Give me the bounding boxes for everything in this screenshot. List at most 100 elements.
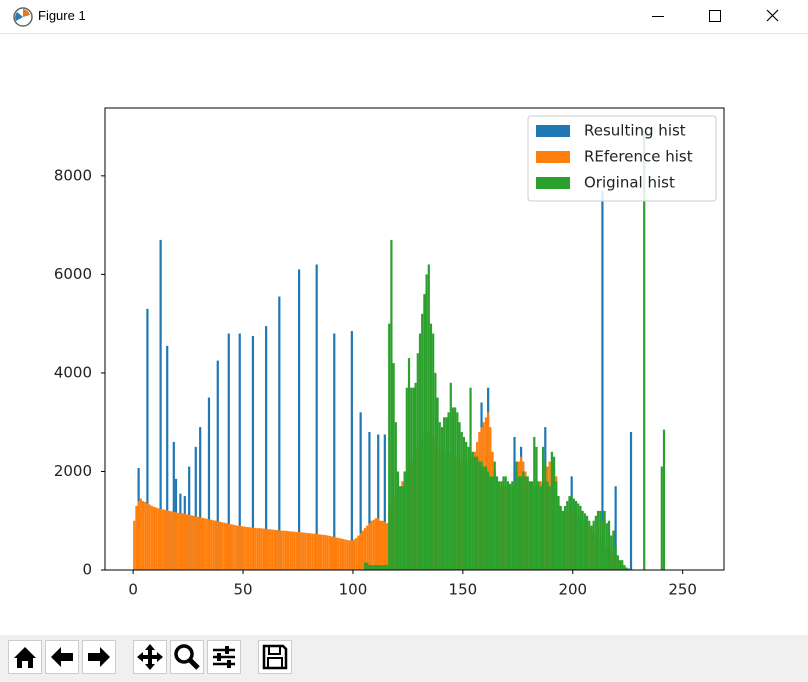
histogram-bar — [238, 333, 241, 570]
histogram-bar — [282, 530, 285, 570]
histogram-bar — [304, 532, 307, 570]
histogram-bar — [541, 446, 545, 570]
y-tick-label: 0 — [82, 561, 92, 579]
histogram-bar — [504, 476, 507, 570]
histogram-bar — [614, 486, 617, 570]
histogram-bar — [451, 407, 455, 570]
histogram-bar — [144, 502, 147, 570]
histogram-bar — [322, 534, 325, 570]
histogram-bar — [427, 264, 430, 570]
histogram-bar — [410, 387, 413, 570]
histogram-bar — [368, 565, 371, 570]
histogram-bar — [383, 434, 386, 570]
histogram-bar — [374, 518, 378, 570]
histogram-bar — [236, 525, 239, 570]
histogram-bar — [526, 476, 529, 570]
histogram-bar — [610, 535, 613, 570]
x-tick-label: 50 — [233, 581, 252, 599]
histogram-bar — [495, 476, 499, 570]
histogram-bar — [531, 481, 534, 570]
histogram-bar — [207, 397, 211, 570]
histogram-bar — [401, 486, 404, 570]
histogram-bar — [218, 521, 222, 570]
histogram-bar — [265, 326, 268, 570]
histogram-bar — [168, 510, 171, 570]
histogram-bar — [405, 387, 408, 570]
histogram-bar — [278, 296, 281, 570]
y-tick-label: 4000 — [54, 363, 92, 381]
maximize-button[interactable] — [709, 10, 721, 22]
histogram-bar — [377, 434, 380, 570]
histogram-bar — [170, 511, 173, 570]
histogram-bar — [172, 511, 175, 570]
histogram-bar — [445, 417, 448, 570]
histogram-bar — [458, 422, 461, 570]
save-button[interactable] — [258, 640, 292, 674]
histogram-bar — [478, 461, 481, 570]
histogram-bar — [438, 422, 441, 570]
histogram-bar — [385, 565, 389, 570]
histogram-bar — [440, 427, 444, 570]
histogram-bar — [326, 535, 329, 570]
histogram-bar — [245, 526, 248, 570]
histogram-bar — [601, 520, 604, 570]
histogram-bar — [517, 476, 521, 570]
home-button[interactable] — [8, 640, 42, 674]
histogram-bar — [583, 513, 586, 570]
histogram-bar — [374, 565, 378, 570]
histogram-bar — [287, 531, 290, 570]
legend-swatch — [536, 125, 570, 137]
histogram-bar — [484, 466, 488, 570]
histogram-bar — [605, 523, 608, 570]
histogram-bar — [295, 532, 298, 570]
histogram-bar — [203, 518, 206, 570]
zoom-button[interactable] — [170, 640, 204, 674]
histogram-bar — [621, 560, 624, 570]
histogram-bar — [443, 417, 446, 570]
histogram-bar — [355, 537, 358, 570]
histogram-bar — [212, 520, 215, 570]
histogram-bar — [566, 501, 569, 570]
histogram-bar — [291, 531, 294, 570]
histogram-bar — [216, 521, 219, 570]
histogram-bar — [361, 530, 364, 570]
close-button[interactable] — [766, 9, 779, 22]
histogram-bar — [183, 513, 186, 570]
histogram-bar — [297, 532, 301, 570]
histogram-bar — [618, 560, 622, 570]
x-tick-label: 100 — [339, 581, 368, 599]
histogram-bar — [333, 536, 336, 570]
histogram-bar — [352, 539, 356, 570]
histogram-bar — [229, 524, 233, 570]
histogram-bar — [524, 476, 527, 570]
histogram-bar — [590, 525, 593, 570]
histogram-bar — [407, 358, 411, 570]
histogram-bar — [166, 510, 169, 570]
histogram-bar — [379, 565, 382, 570]
histogram-bar — [139, 498, 142, 570]
histogram-bar — [390, 239, 393, 571]
histogram-bar — [568, 496, 571, 570]
histogram-bar — [535, 446, 538, 570]
histogram-bar — [552, 456, 556, 570]
back-button[interactable] — [45, 640, 79, 674]
configure-button[interactable] — [207, 640, 241, 674]
chart: 0 50 100 150 200 250 0 2000 4000 6000 8000 Resultin… — [54, 107, 725, 599]
histogram-bar — [199, 517, 202, 570]
histogram-bar — [188, 514, 191, 570]
histogram-bar — [251, 527, 255, 570]
pan-button[interactable] — [133, 640, 167, 674]
forward-button[interactable] — [82, 640, 116, 674]
histogram-bar — [476, 456, 479, 570]
histogram-bar — [192, 515, 195, 570]
histogram-bar — [385, 523, 389, 570]
histogram-bar — [577, 503, 580, 570]
histogram-bar — [348, 540, 351, 570]
histogram-bar — [267, 529, 270, 570]
histogram-bar — [172, 441, 175, 570]
histogram-bar — [315, 264, 318, 570]
histogram-bar — [366, 525, 369, 570]
histogram-bar — [588, 520, 591, 570]
histogram-bar — [190, 515, 193, 570]
legend-swatch — [536, 177, 570, 189]
